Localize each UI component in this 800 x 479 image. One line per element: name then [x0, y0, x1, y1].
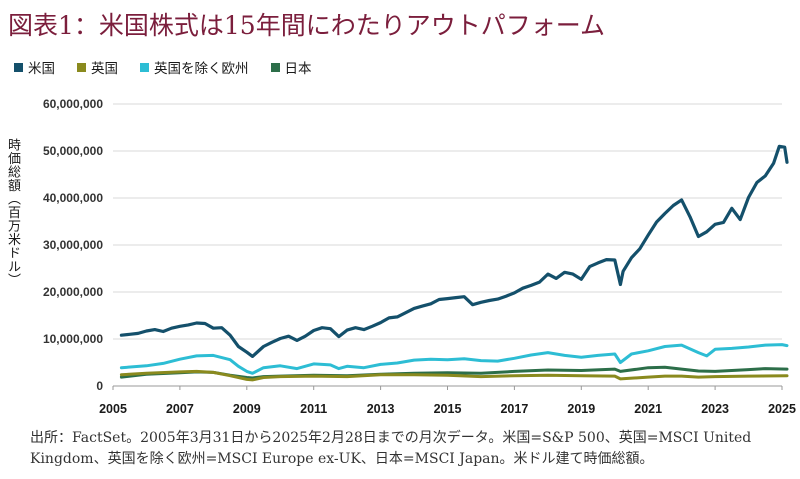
series-line-uk [119, 369, 789, 382]
legend-swatch-uk [77, 62, 86, 72]
x-tick-label: 2017 [500, 402, 528, 416]
legend: 米国 英国 英国を除く欧州 日本 [14, 57, 312, 77]
y-tick-label: 10,000,000 [43, 332, 103, 346]
x-tick-label: 2009 [233, 402, 261, 416]
legend-swatch-us [14, 62, 23, 72]
legend-item-japan: 日本 [270, 57, 312, 77]
x-tick-label: 2007 [166, 402, 194, 416]
y-tick-label: 50,000,000 [43, 144, 103, 158]
x-tick-label: 2015 [434, 402, 462, 416]
legend-label-japan: 日本 [284, 61, 312, 77]
x-tick-label: 2019 [567, 402, 595, 416]
y-axis-label: 時価総額（百万米ドル） [5, 138, 20, 287]
x-tick-labels: 2005 2007 2009 2011 2013 2015 2017 2019 2021 2023… [99, 402, 796, 416]
legend-item-europe: 英国を除く欧州 [140, 57, 249, 77]
y-tick-label: 0 [96, 379, 103, 393]
legend-swatch-europe [140, 62, 149, 72]
y-tick-labels: 0 10,000,000 20,000,000 30,000,000 40,000,00… [43, 97, 103, 393]
series-line-europe [119, 343, 789, 375]
y-tick-label: 40,000,000 [43, 191, 103, 205]
y-tick-label: 60,000,000 [43, 97, 103, 111]
y-tick-label: 20,000,000 [43, 285, 103, 299]
y-tick-label: 30,000,000 [43, 238, 103, 252]
x-tick-label: 2013 [367, 402, 395, 416]
source-note: 出所：FactSet。2005年3月31日から2025年2月28日までの月次デー… [30, 430, 752, 467]
legend-item-us: 米国 [14, 57, 55, 77]
legend-item-uk: 英国 [77, 57, 118, 77]
series-lines [119, 144, 789, 382]
x-tick-label: 2005 [99, 402, 127, 416]
legend-label-uk: 英国 [91, 61, 118, 77]
x-tick-label: 2023 [701, 402, 729, 416]
line-chart: 0 10,000,000 20,000,000 30,000,000 40,000,00… [43, 97, 796, 416]
x-tick-label: 2025 [768, 402, 796, 416]
grid-lines [112, 103, 783, 390]
x-tick-label: 2011 [300, 402, 327, 416]
legend-label-europe: 英国を除く欧州 [154, 61, 249, 77]
chart-title: 図表1：米国株式は15年間にわたりアウトパフォーム [8, 11, 605, 40]
x-tick-label: 2021 [634, 402, 662, 416]
legend-swatch-japan [270, 62, 280, 72]
series-line-us [119, 144, 789, 358]
legend-label-us: 米国 [28, 61, 55, 77]
